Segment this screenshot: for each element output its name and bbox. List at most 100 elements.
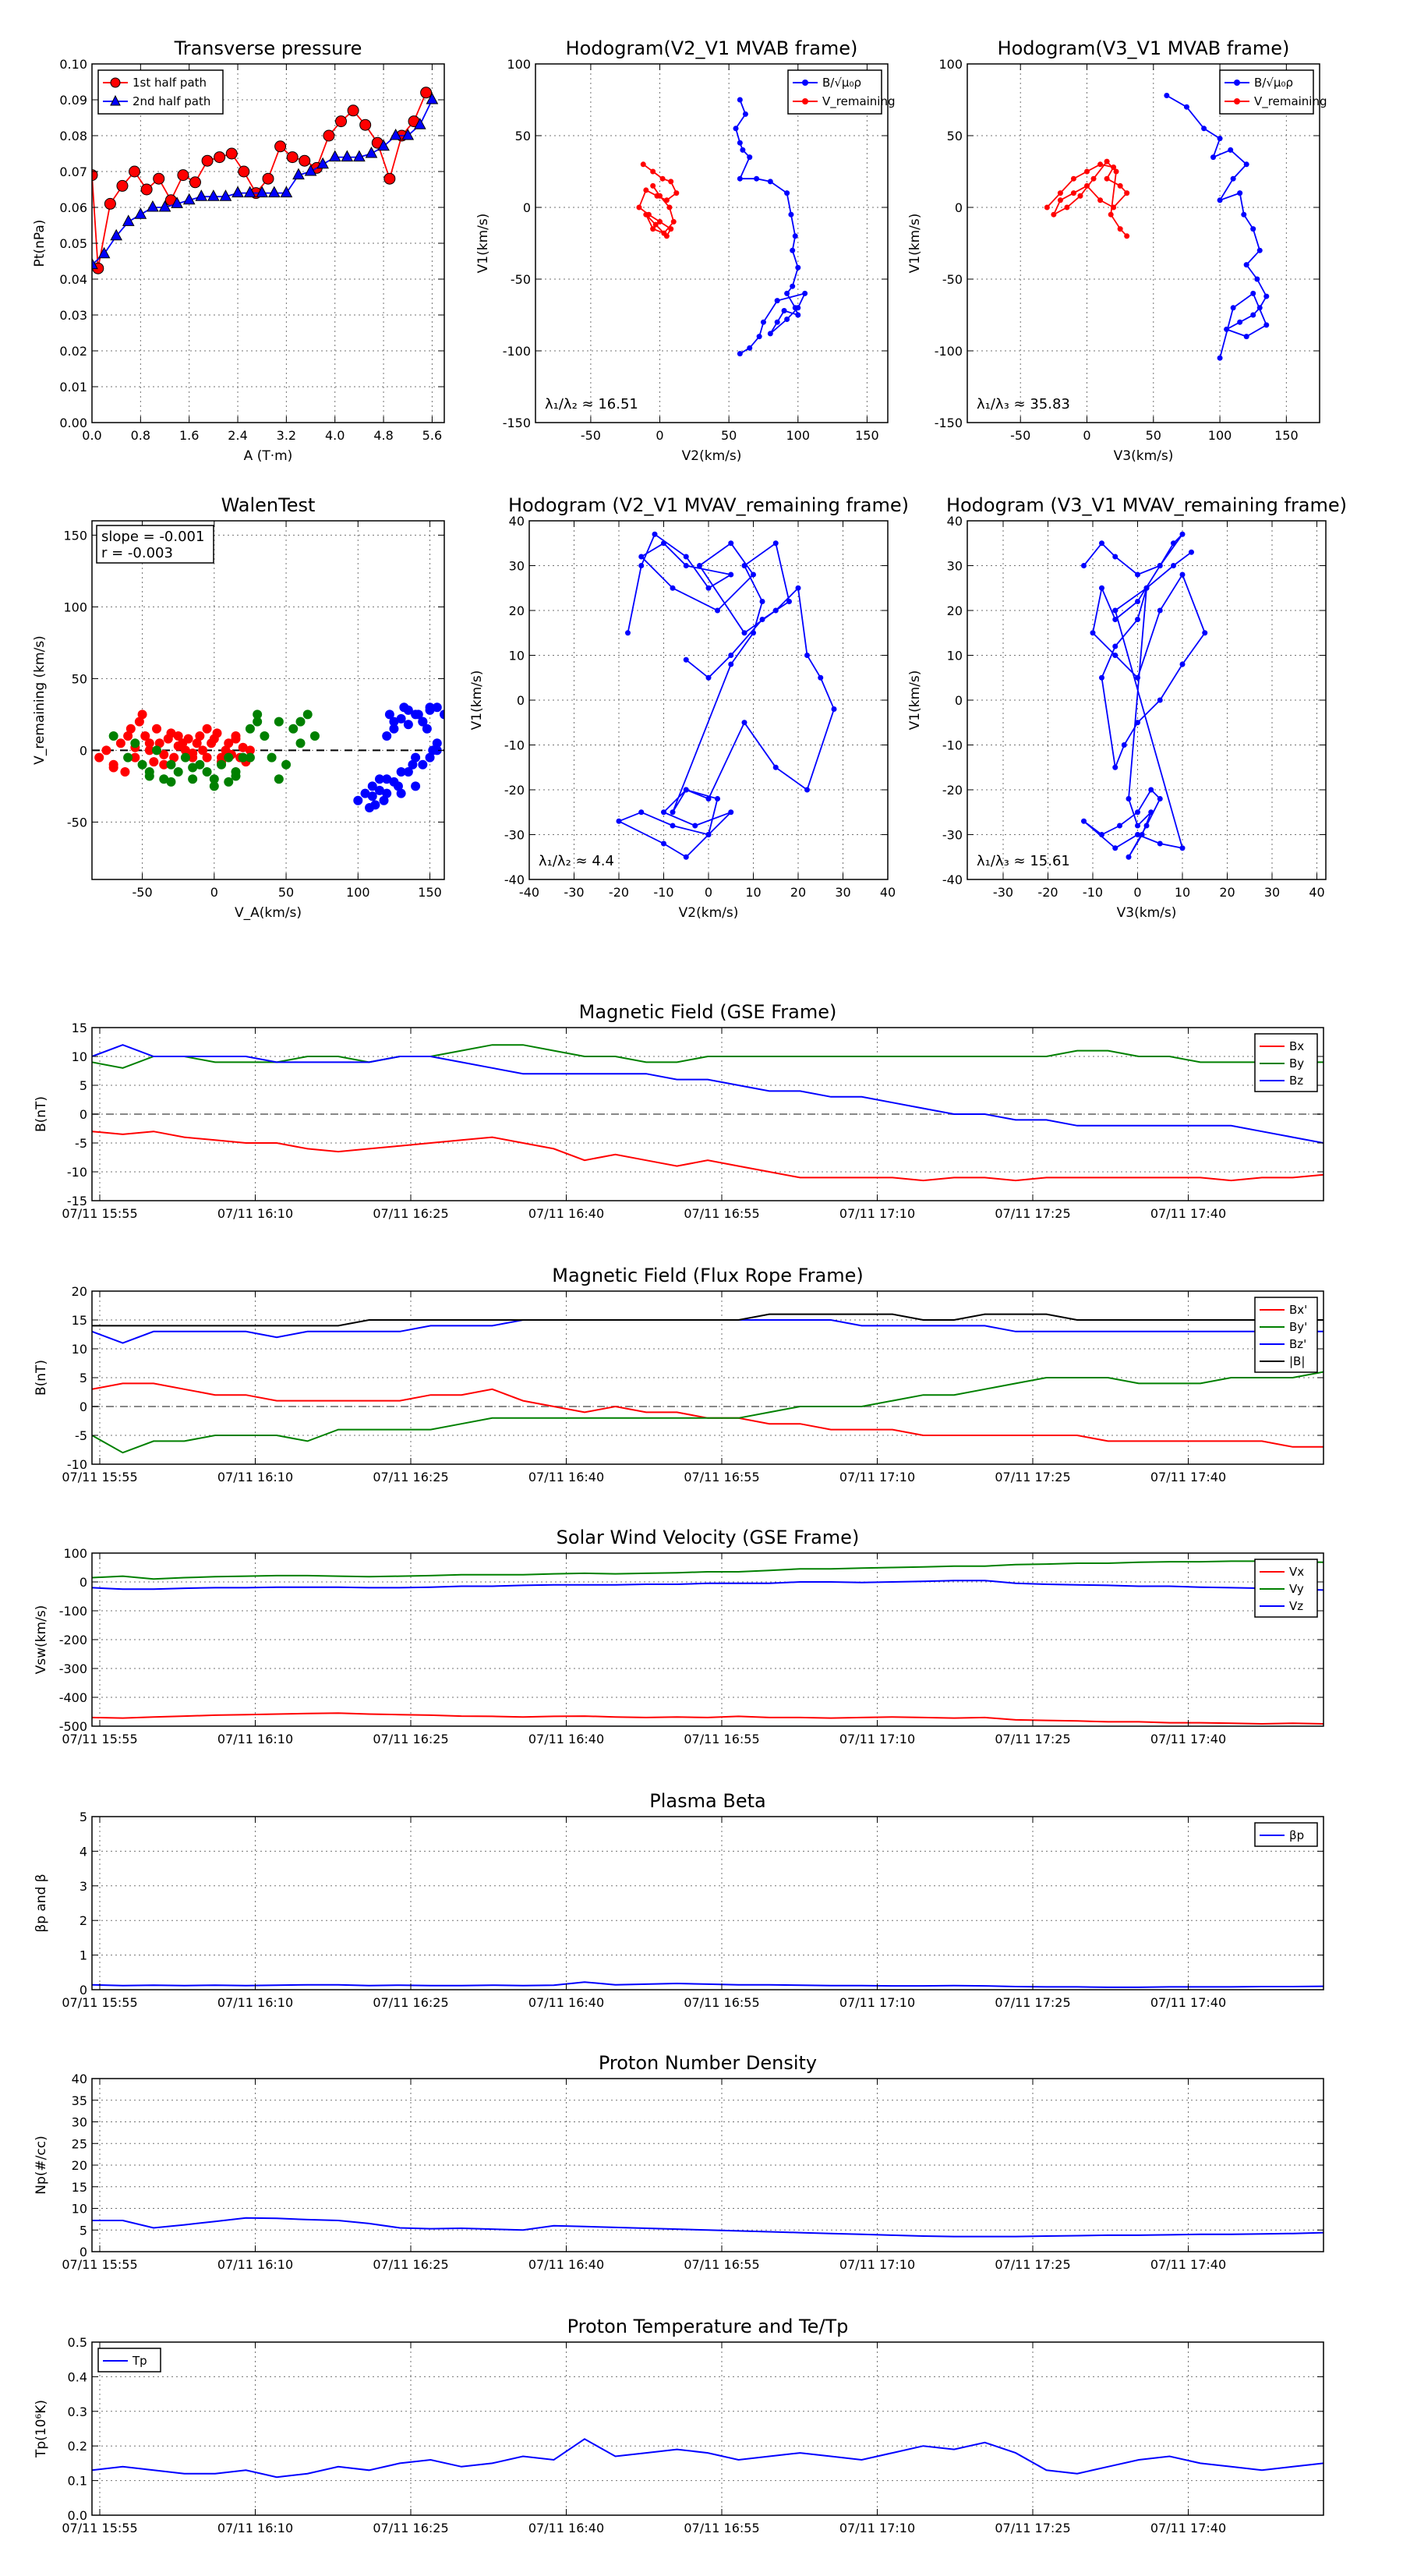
- data-point: [253, 717, 263, 727]
- annotation-line: r = -0.003: [101, 545, 173, 561]
- data-point: [94, 752, 104, 763]
- y-tick-label: 20: [509, 603, 525, 618]
- legend-ts1: Bx By Bz: [1254, 1033, 1318, 1092]
- legend-label: Vx: [1289, 1565, 1304, 1579]
- data-point: [92, 257, 98, 270]
- data-point: [440, 709, 444, 720]
- data-point: [1243, 262, 1249, 268]
- legend-marker: [802, 98, 808, 104]
- data-point: [1112, 653, 1119, 658]
- data-point: [256, 186, 269, 198]
- data-point: [747, 154, 753, 161]
- y-axis-label: βp and β: [34, 1874, 49, 1932]
- data-point: [403, 767, 413, 777]
- data-point: [396, 713, 406, 724]
- x-tick-label: 07/11 17:25: [995, 1732, 1070, 1746]
- x-tick-label: 100: [786, 428, 811, 443]
- data-point: [304, 164, 317, 176]
- legend-marker: [110, 94, 121, 106]
- x-tick-label: 0: [210, 885, 218, 900]
- data-point: [295, 717, 306, 727]
- y-tick-label: 0.00: [59, 416, 87, 430]
- x-tick-label: 20: [790, 885, 806, 900]
- data-point: [323, 129, 335, 142]
- data-point: [411, 752, 421, 763]
- y-tick-label: 10: [72, 1342, 87, 1357]
- data-point: [668, 179, 674, 185]
- data-point: [129, 165, 141, 178]
- legend-label: By': [1289, 1320, 1307, 1334]
- data-point: [231, 186, 244, 198]
- data-point: [396, 788, 406, 798]
- data-point: [389, 717, 399, 727]
- x-tick-label: 07/11 16:25: [373, 1732, 448, 1746]
- y-tick-label: 35: [72, 2093, 87, 2108]
- y-tick-label: 0.01: [59, 380, 87, 395]
- legend-label: 2nd half path: [133, 94, 210, 108]
- data-point: [638, 563, 645, 568]
- data-point: [116, 179, 129, 192]
- y-tick-label: 0: [523, 200, 531, 215]
- data-point: [238, 742, 248, 752]
- data-point: [166, 759, 176, 770]
- series-line: [92, 1981, 1323, 1988]
- data-point: [1143, 585, 1150, 591]
- y-tick-label: -50: [942, 272, 963, 287]
- data-point: [784, 317, 790, 323]
- legend-label: Bz: [1289, 1074, 1303, 1088]
- data-point: [670, 585, 676, 591]
- data-point: [1112, 617, 1119, 622]
- chart-p3: -150 -100 -50 0 50 100 -50 0 50 100 150 Hodogram(V3…: [907, 37, 1327, 464]
- data-point: [638, 809, 645, 816]
- legend-label: βp: [1289, 1828, 1304, 1842]
- series-ts1-1: [92, 1044, 1323, 1069]
- series-line: [92, 1044, 1323, 1144]
- y-tick-label: 100: [63, 1546, 87, 1561]
- x-tick-label: 07/11 15:55: [62, 2521, 137, 2535]
- x-tick-label: -20: [609, 885, 629, 900]
- x-tick-label: 0: [1133, 885, 1141, 900]
- data-point: [347, 104, 359, 117]
- series-line: [92, 1371, 1323, 1454]
- x-tick-label: -30: [564, 885, 584, 900]
- data-point: [245, 724, 255, 734]
- series-line: [92, 92, 427, 269]
- chart-ts2: -10 -5 0 5 10 15 20 07/11 15:55 07/11 16:10 07/11…: [34, 1265, 1324, 1484]
- data-point: [774, 319, 780, 325]
- data-point: [267, 186, 281, 198]
- y-tick-label: 100: [63, 600, 87, 614]
- x-tick-label: 5.6: [422, 428, 442, 443]
- x-tick-label: 0.0: [82, 428, 101, 443]
- grid-p4: [92, 521, 444, 879]
- x-tick-label: -50: [1010, 428, 1030, 443]
- data-point: [683, 563, 689, 568]
- data-point: [1084, 182, 1090, 189]
- data-point: [1148, 787, 1154, 793]
- y-tick-label: 0.05: [59, 236, 87, 251]
- legend-marker: [1234, 80, 1240, 86]
- plot-frame: [91, 520, 445, 880]
- data-point: [267, 752, 277, 763]
- y-tick-label: -30: [504, 828, 525, 843]
- y-tick-label: 0.07: [59, 165, 87, 179]
- y-tick-label: -500: [59, 1719, 87, 1734]
- data-point: [657, 193, 663, 199]
- y-tick-label: 100: [507, 57, 531, 72]
- grid-p2: [535, 64, 888, 423]
- data-point: [1111, 204, 1117, 211]
- x-tick-label: 0: [705, 885, 712, 900]
- data-point: [1217, 355, 1223, 361]
- y-tick-label: 0: [80, 1399, 87, 1414]
- chart-ts1: -15 -10 -5 0 5 10 15 07/11 15:55 07/11 16:10 07/1…: [34, 1001, 1324, 1221]
- series-line: [92, 1580, 1323, 1591]
- data-point: [767, 179, 773, 185]
- data-point: [715, 796, 720, 801]
- x-tick-label: 07/11 16:40: [528, 2521, 604, 2535]
- y-tick-label: 0: [80, 1107, 87, 1122]
- data-point: [795, 312, 801, 318]
- data-point: [245, 745, 255, 755]
- chart-p5: -40 -30 -20 -10 0 10 20 30 40 -40 -30 -20 -10 0 10 20 30…: [469, 494, 909, 921]
- data-point: [169, 752, 179, 763]
- data-point: [309, 731, 320, 741]
- data-point: [214, 151, 226, 164]
